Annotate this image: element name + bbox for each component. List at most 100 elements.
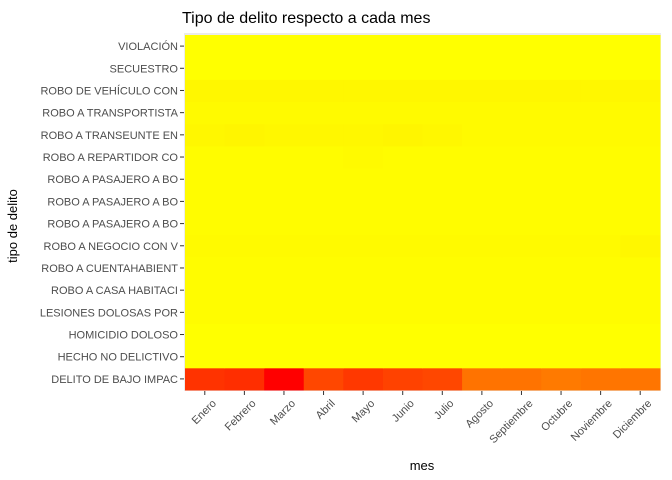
heatmap-cell [580,256,621,280]
heatmap-cell [185,190,226,213]
heatmap-cell [343,212,384,236]
heatmap-cell [185,123,226,147]
heatmap-cell [303,279,344,302]
heatmap-cell [264,279,305,302]
heatmap-cell [303,123,344,147]
heatmap-cell [501,279,542,302]
heatmap-cell [580,35,621,58]
heatmap-cell [462,345,503,369]
heatmap-cell [462,301,503,324]
heatmap-cell [462,168,503,191]
heatmap-cell [185,279,226,302]
heatmap-cell [422,101,463,125]
heatmap-cell [224,234,265,258]
heatmap-cells [185,35,661,391]
heatmap-cell [422,79,463,103]
heatmap-cell [224,79,265,103]
heatmap-cell [580,279,621,302]
heatmap-cell [501,256,542,280]
heatmap-cell [185,57,226,80]
x-tick-label: Febrero [223,398,259,434]
y-tick-label: DELITO DE BAJO IMPAC [51,374,178,386]
heatmap-cell [541,256,582,280]
heatmap-cell [343,234,384,258]
heatmap-cell [224,145,265,169]
heatmap-cell [343,323,384,347]
heatmap-cell [580,367,621,391]
heatmap-cell [264,367,305,391]
heatmap-cell [343,145,384,169]
heatmap-cell [382,279,423,302]
heatmap-cell [620,35,661,58]
heatmap-cell [620,145,661,169]
chart-title: Tipo de delito respecto a cada mes [182,10,430,27]
heatmap-cell [422,123,463,147]
heatmap-cell [264,345,305,369]
heatmap-cell [303,323,344,347]
heatmap-cell [303,234,344,258]
heatmap-cell [501,212,542,236]
heatmap-cell [303,212,344,236]
heatmap-cell [303,145,344,169]
heatmap-cell [303,79,344,103]
heatmap-cell [620,79,661,103]
heatmap-cell [303,35,344,58]
heatmap-cell [541,212,582,236]
heatmap-cell [541,123,582,147]
heatmap-cell [620,323,661,347]
heatmap-cell [303,256,344,280]
x-axis-title: mes [410,458,435,473]
heatmap-cell [422,256,463,280]
heatmap-cell [264,145,305,169]
heatmap-cell [382,145,423,169]
heatmap-cell [224,168,265,191]
heatmap-cell [382,57,423,80]
heatmap-cell [264,79,305,103]
heatmap-cell [382,234,423,258]
x-tick-label: Agosto [463,398,496,431]
y-tick-label: ROBO A REPARTIDOR CO [43,152,179,164]
heatmap-cell [382,190,423,213]
heatmap-cell [462,35,503,58]
heatmap-cell [343,279,384,302]
heatmap-cell [224,301,265,324]
heatmap-cell [343,367,384,391]
heatmap-cell [224,57,265,80]
heatmap-cell [224,367,265,391]
heatmap-cell [185,234,226,258]
heatmap-cell [541,101,582,125]
heatmap-cell [501,190,542,213]
x-tick-label: Junio [390,398,417,425]
heatmap-cell [422,212,463,236]
heatmap-cell [501,79,542,103]
heatmap-cell [462,367,503,391]
heatmap-cell [343,301,384,324]
heatmap-cell [264,323,305,347]
y-tick-label: ROBO A PASAJERO A BO [47,219,178,231]
heatmap-cell [462,123,503,147]
x-tick-label: Octubre [539,398,575,434]
heatmap-cell [382,256,423,280]
heatmap-cell [185,35,226,58]
heatmap-cell [501,367,542,391]
heatmap-cell [501,57,542,80]
heatmap-cell [185,345,226,369]
heatmap-cell [422,145,463,169]
y-tick-label: ROBO A PASAJERO A BO [47,196,178,208]
heatmap-cell [382,212,423,236]
heatmap-cell [462,323,503,347]
y-axis-title: tipo de delito [5,189,20,263]
x-axis: Enero Febrero Marzo Abril Mayo Junio Julio Agos… [190,391,654,446]
heatmap-cell [541,367,582,391]
heatmap-cell [580,234,621,258]
heatmap-cell [382,101,423,125]
heatmap-cell [580,57,621,80]
x-tick-label: Abril [314,398,338,422]
heatmap-cell [422,301,463,324]
heatmap-cell [264,168,305,191]
heatmap-cell [264,35,305,58]
heatmap-cell [620,123,661,147]
heatmap-cell [303,57,344,80]
x-tick-label: Julio [432,398,456,422]
